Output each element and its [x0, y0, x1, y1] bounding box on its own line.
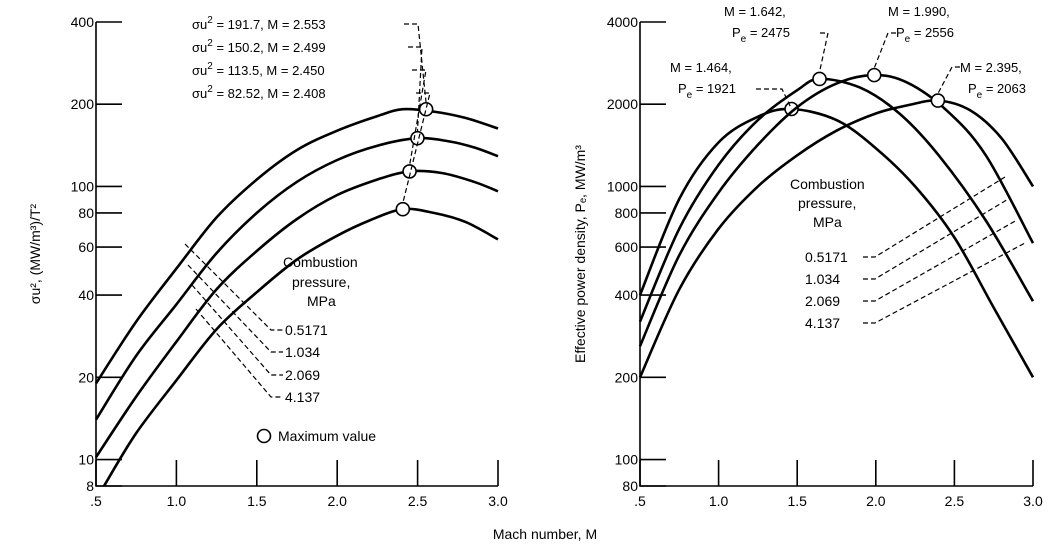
left-legend-leader-1	[187, 264, 283, 353]
left-chart: 8 10 20 40 60 80 100 200 400 .5 1.0 1.5 2.0 2.5 3.0 σu²…	[27, 14, 508, 509]
left-peak-leader-3	[402, 92, 431, 204]
left-legend-leader-3	[195, 308, 283, 398]
right-legend-leader-1	[863, 197, 1011, 280]
right-y-tick-label-0: 80	[622, 478, 638, 494]
shared-x-axis-label: Mach number, M	[493, 526, 597, 542]
left-marker-legend-symbol	[256, 428, 272, 444]
right-legend-entry-3: 4.137	[805, 315, 840, 331]
right-series-2-max-marker	[866, 67, 882, 83]
left-peak-leader-0	[404, 23, 427, 104]
left-peak-leader-2	[408, 69, 427, 166]
right-y-tick-label-7: 2000	[607, 96, 638, 112]
right-series-2-line	[638, 73, 1035, 347]
right-x-tick-label-0: .5	[634, 493, 646, 509]
right-peak-leader-1	[818, 32, 829, 73]
right-x-tick-label-3: 2.0	[866, 493, 886, 509]
right-chart: 80 100 200 400 600 800 1000 2000 4000 .5 1.0 1.5 2.0…	[572, 4, 1043, 509]
right-y-tick-label-4: 600	[615, 239, 639, 255]
right-x-tick-label-2: 1.5	[787, 493, 807, 509]
right-legend-entry-0: 0.5171	[805, 249, 848, 265]
right-peak-annotation-mach-3: M = 2.395,	[960, 60, 1022, 75]
left-series-2-max-marker	[402, 164, 417, 179]
left-peak-annotation-3: σu2 = 82.52, M = 2.408	[192, 84, 326, 101]
right-peak-annotation-power-3: Pe = 2063	[968, 81, 1026, 101]
left-series-1-line	[94, 136, 499, 421]
right-legend-title-2: MPa	[813, 214, 842, 230]
left-legend-leader-0	[184, 243, 283, 331]
right-peak-leader-2	[873, 32, 896, 69]
left-x-tick-label-2: 1.5	[247, 493, 267, 509]
left-legend-leader-2	[191, 284, 283, 376]
right-peak-annotation-power-1: Pe = 2475	[732, 25, 790, 45]
left-series-3-line	[102, 207, 499, 487]
right-peak-annotation-1: M = 1.642, Pe = 2475	[724, 4, 829, 73]
left-legend-entry-2: 2.069	[285, 367, 320, 383]
left-legend-title-1: pressure,	[292, 274, 350, 290]
right-y-tick-label-3: 400	[615, 287, 639, 303]
right-peak-annotation-2: M = 1.990, Pe = 2556	[873, 4, 954, 69]
left-y-tick-label-8: 400	[71, 14, 95, 30]
left-x-tick-label-3: 2.0	[327, 493, 347, 509]
left-y-tick-label-5: 80	[78, 205, 94, 221]
left-y-tick-label-1: 10	[78, 452, 94, 468]
right-y-tick-label-5: 800	[615, 205, 639, 221]
left-legend-title-0: Combustion	[283, 254, 358, 270]
left-y-tick-label-2: 20	[78, 369, 94, 385]
left-x-tick-label-4: 2.5	[408, 493, 428, 509]
right-y-axis-label: Effective power density, Pₑ, MW/m³	[572, 145, 588, 363]
right-series-3-line	[638, 99, 1035, 378]
left-peak-leader-1	[408, 46, 423, 133]
left-peak-annotation-0: σu2 = 191.7, M = 2.553	[192, 15, 326, 32]
right-series-1-max-marker	[812, 71, 827, 87]
right-legend-leader-0	[863, 176, 1006, 258]
left-series-0-max-marker	[418, 101, 434, 117]
left-peak-annotation-1: σu2 = 150.2, M = 2.499	[192, 38, 326, 55]
left-legend-entry-1: 1.034	[285, 344, 320, 360]
left-legend-entry-0: 0.5171	[285, 322, 328, 338]
left-y-axis-label: σu², (MW/m³)/T²	[27, 203, 43, 304]
right-peak-annotation-power-0: Pe = 1921	[678, 81, 736, 101]
right-legend-entry-2: 2.069	[805, 293, 840, 309]
right-peak-annotation-0: M = 1.464, Pe = 1921	[670, 60, 793, 110]
left-y-tick-label-0: 8	[86, 478, 94, 494]
right-y-tick-label-8: 4000	[607, 14, 638, 30]
right-series-0-line	[638, 107, 1035, 378]
left-x-tick-label-5: 3.0	[488, 493, 508, 509]
left-marker-note: Maximum value	[278, 428, 376, 444]
left-x-tick-label-0: .5	[90, 493, 102, 509]
right-legend-title-0: Combustion	[790, 176, 865, 192]
right-peak-annotation-power-2: Pe = 2556	[896, 25, 954, 45]
right-legend-entry-1: 1.034	[805, 271, 840, 287]
right-legend-leader-2	[863, 219, 1018, 302]
left-y-tick-label-4: 60	[78, 239, 94, 255]
left-peak-annotation-2: σu2 = 113.5, M = 2.450	[192, 61, 325, 78]
right-y-tick-label-1: 100	[615, 452, 639, 468]
right-x-tick-label-5: 3.0	[1023, 493, 1043, 509]
left-y-tick-label-7: 200	[71, 96, 95, 112]
right-y-tick-label-2: 200	[615, 369, 639, 385]
left-x-tick-label-1: 1.0	[167, 493, 187, 509]
right-legend-title-1: pressure,	[798, 195, 856, 211]
right-peak-annotation-3: M = 2.395, Pe = 2063	[937, 60, 1026, 101]
right-y-tick-label-6: 1000	[607, 178, 638, 194]
left-series-3-max-marker	[395, 201, 411, 217]
left-legend-entry-3: 4.137	[285, 389, 320, 405]
right-peak-annotation-mach-0: M = 1.464,	[670, 60, 732, 75]
left-y-tick-label-6: 100	[71, 178, 95, 194]
left-legend-title-2: MPa	[307, 293, 336, 309]
right-x-tick-label-4: 2.5	[945, 493, 965, 509]
left-y-tick-label-3: 40	[78, 287, 94, 303]
left-series-0-line	[94, 107, 499, 385]
right-legend-leader-3	[863, 242, 1026, 324]
right-peak-leader-0	[756, 88, 793, 110]
right-peak-annotation-mach-1: M = 1.642,	[724, 4, 786, 19]
right-series-3-max-marker	[930, 93, 946, 108]
right-x-tick-label-1: 1.0	[709, 493, 729, 509]
right-peak-annotation-mach-2: M = 1.990,	[888, 4, 950, 19]
right-peak-leader-3	[937, 66, 960, 94]
left-series-2-line	[94, 169, 499, 458]
